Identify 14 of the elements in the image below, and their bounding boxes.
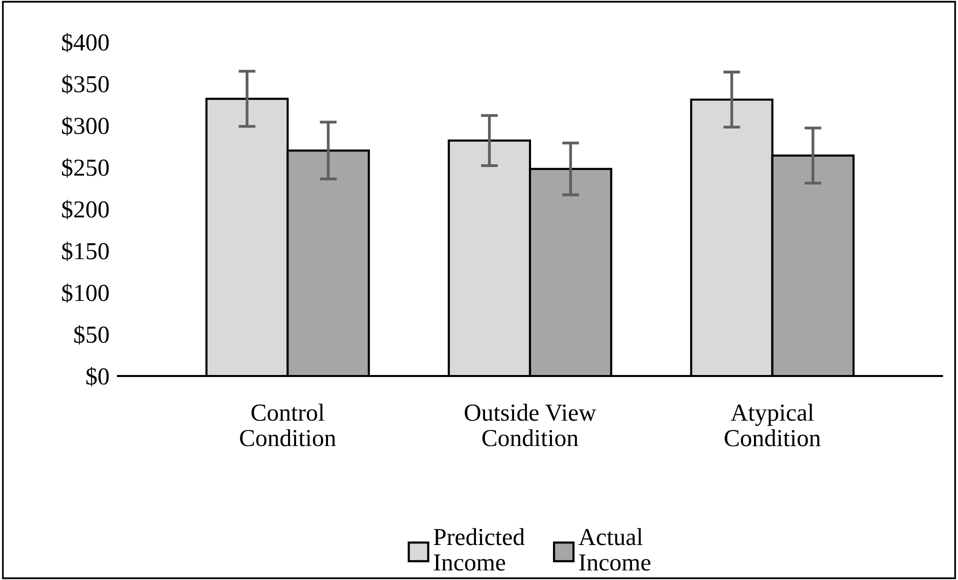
y-tick-label: $150 <box>62 242 109 262</box>
y-tick-label: $400 <box>62 32 109 52</box>
x-tick-label: Outside View Condition <box>464 404 596 446</box>
y-tick-label: $300 <box>62 116 109 136</box>
y-tick-label: $0 <box>86 366 109 386</box>
x-tick-label: Control Condition <box>240 404 336 446</box>
y-tick-label: $350 <box>62 74 109 94</box>
legend-label: Actual Income <box>578 528 650 571</box>
legend-label: Predicted Income <box>434 528 525 571</box>
y-tick-label: $200 <box>62 200 109 220</box>
y-tick-label: $100 <box>62 283 109 303</box>
y-tick-label: $50 <box>74 325 109 345</box>
x-tick-label: Atypical Condition <box>724 404 821 446</box>
y-tick-label: $250 <box>62 158 109 178</box>
